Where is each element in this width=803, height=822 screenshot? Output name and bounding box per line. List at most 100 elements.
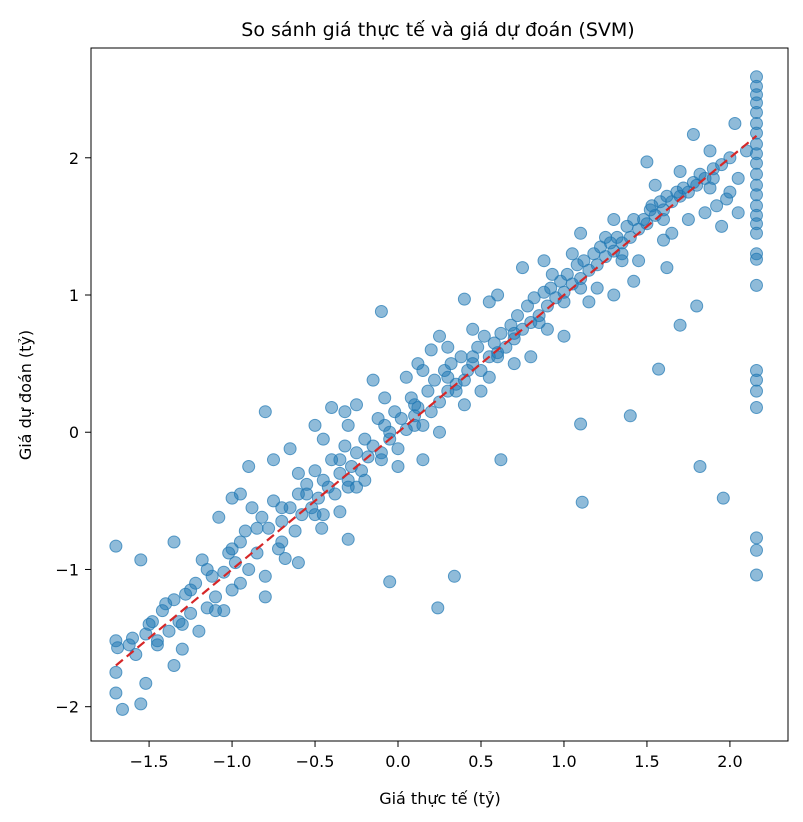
plot-frame <box>90 47 789 742</box>
scatter-point <box>433 329 446 343</box>
scatter-point <box>291 556 305 570</box>
scatter-point <box>575 495 589 509</box>
scatter-point <box>494 453 508 467</box>
scatter-point <box>477 329 491 343</box>
x-tick-label: −1.0 <box>213 752 252 771</box>
scatter-point <box>167 659 181 672</box>
scatter-point <box>557 329 571 343</box>
y-tick-label: 0 <box>69 423 79 442</box>
scatter-point <box>288 524 302 538</box>
scatter-point <box>184 583 198 597</box>
scatter-point <box>444 357 458 371</box>
scatter-point <box>109 539 123 553</box>
scatter-point <box>416 418 430 432</box>
scatter-point <box>308 418 322 432</box>
x-tick-label: 1.5 <box>634 752 659 771</box>
scatter-point <box>710 199 724 213</box>
scatter-point <box>660 261 674 275</box>
scatter-point <box>750 167 763 181</box>
scatter-point <box>750 401 763 414</box>
scatter-point <box>491 288 505 302</box>
scatter-point <box>408 398 422 412</box>
scatter-point <box>648 178 662 192</box>
scatter-point <box>428 373 441 387</box>
x-tick-label: 1.0 <box>551 752 576 771</box>
scatter-point <box>673 165 687 178</box>
scatter-point <box>454 350 468 364</box>
scatter-point <box>267 494 280 508</box>
scatter-point <box>126 631 139 645</box>
scatter-point <box>424 405 438 419</box>
scatter-point <box>716 491 730 505</box>
y-axis-label: Giá dự đoán (tỷ) <box>16 330 35 460</box>
scatter-point <box>275 501 289 515</box>
scatter-point <box>242 563 256 576</box>
scatter-point <box>474 384 488 398</box>
scatter-point <box>750 531 763 545</box>
scatter-point <box>192 624 206 638</box>
scatter-point <box>640 217 654 231</box>
scatter-point <box>333 505 347 519</box>
scatter-point <box>686 128 700 141</box>
scatter-point <box>416 453 430 467</box>
scatter-point <box>129 648 143 661</box>
scatter-point <box>233 576 247 590</box>
scatter-point <box>111 641 125 655</box>
scatter-point <box>242 460 256 473</box>
scatter-point <box>184 606 198 620</box>
scatter-point <box>245 501 259 515</box>
scatter-point <box>632 254 646 268</box>
scatter-point <box>582 295 596 309</box>
y-axis-ticks: −2 −1 0 1 2 <box>55 149 91 717</box>
scatter-point <box>540 299 554 313</box>
scatter-point <box>394 412 408 425</box>
scatter-point <box>698 206 712 220</box>
scatter-point <box>250 521 264 535</box>
scatter-point <box>507 326 521 340</box>
scatter-point <box>665 226 679 240</box>
scatter-point <box>391 442 405 456</box>
x-tick-label: −1.5 <box>130 752 169 771</box>
scatter-point <box>391 460 405 473</box>
scatter-point <box>750 568 763 582</box>
scatter-point <box>150 638 164 652</box>
scatter-point <box>295 508 309 522</box>
scatter-point <box>623 409 637 423</box>
x-tick-label: 2.0 <box>717 752 742 771</box>
scatter-point <box>447 569 461 583</box>
scatter-point <box>750 252 763 266</box>
points-layer <box>109 70 763 716</box>
scatter-point <box>341 532 355 546</box>
scatter-point <box>574 417 588 431</box>
scatter-point <box>673 318 687 332</box>
scatter-point <box>750 188 763 202</box>
scatter-point <box>134 697 148 711</box>
x-tick-label: −0.5 <box>296 752 335 771</box>
scatter-point <box>681 213 695 226</box>
scatter-point <box>690 299 704 313</box>
scatter-point <box>657 233 670 247</box>
scatter-point <box>308 508 322 522</box>
scatter-point <box>416 364 430 377</box>
scatter-point <box>162 624 176 638</box>
chart-title: So sánh giá thực tế và giá dự đoán (SVM) <box>241 19 634 41</box>
scatter-point <box>623 230 637 244</box>
scatter-point <box>574 226 588 240</box>
scatter-point <box>338 405 352 419</box>
scatter-point <box>212 510 226 524</box>
scatter-point <box>731 206 745 220</box>
scatter-point <box>258 590 272 604</box>
scatter-point <box>109 665 123 679</box>
scatter-point <box>507 357 521 371</box>
scatter-point <box>728 117 742 130</box>
scatter-point <box>482 295 496 309</box>
scatter-point <box>590 258 604 272</box>
scatter-point <box>421 384 435 398</box>
scatter-point <box>750 384 763 398</box>
y-tick-label: −2 <box>55 698 79 717</box>
scatter-point <box>333 453 347 467</box>
scatter-point <box>341 418 355 432</box>
scatter-point <box>225 583 239 597</box>
scatter-point <box>750 543 763 557</box>
scatter-point <box>325 401 339 414</box>
